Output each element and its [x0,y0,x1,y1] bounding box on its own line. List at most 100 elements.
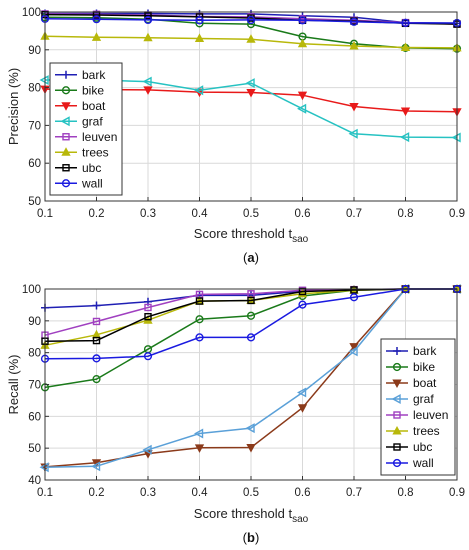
legend-entry-bike: bike [55,83,104,97]
data-point [349,40,359,50]
legend-entry-leuven: leuven [386,408,448,422]
data-point [92,336,101,345]
data-point [195,315,204,324]
x-tick-label: 0.7 [346,487,362,499]
x-tick-label: 0.3 [140,487,156,499]
series-wall [40,14,462,28]
data-point [349,17,359,26]
data-point [142,444,152,455]
legend-label: trees [82,145,109,159]
data-point [348,128,358,139]
data-point [246,89,256,98]
legend-label: wall [81,176,103,190]
x-axis-label-main: Score threshold t [194,226,293,241]
data-point [349,293,359,302]
x-axis-label-sub: sao [292,234,309,245]
x-tick-label: 0.9 [449,487,465,499]
y-tick-label: 100 [22,7,41,19]
data-point [194,85,204,96]
legend-label: bike [82,83,104,97]
data-point [350,286,358,294]
legend-entry-wall: wall [386,456,434,470]
caption-letter: a [247,250,255,265]
data-point [92,317,101,326]
legend-marker [392,379,402,389]
x-tick-label: 0.4 [192,487,209,499]
data-point [142,76,152,87]
legend-label: trees [413,424,440,438]
caption-close: ) [255,250,259,265]
x-tick-label: 0.5 [243,487,259,499]
legend-label: bark [82,68,106,82]
x-axis-label: Score threshold tsao [194,226,309,245]
data-point [298,16,307,25]
legend-marker [62,70,70,79]
legend-label: graf [82,114,103,128]
data-point [91,461,101,472]
legend-box [380,338,456,476]
x-axis-label: Score threshold tsao [194,506,309,525]
data-point [92,301,101,310]
legend-entry-bark: bark [55,68,106,82]
data-point [92,15,101,24]
legend-marker [61,179,71,188]
y-tick-label: 90 [28,45,41,57]
legend-entry-graf: graf [55,114,103,128]
legend-label: graf [413,392,434,406]
data-point [194,428,204,439]
series-line-wall [44,288,457,360]
legend-entry-boat: boat [55,99,106,113]
legend-label: ubc [82,161,101,175]
legend-label: ubc [413,440,432,454]
data-point [143,352,153,361]
data-point [245,78,255,89]
data-point [247,296,255,305]
legend-marker [393,347,401,355]
y-tick-label: 100 [22,284,41,296]
x-tick-label: 0.1 [37,487,53,499]
y-ticks: 40 50 60 70 80 90 100 [22,284,49,487]
chart-b: 0.1 0.2 0.3 0.4 0.5 0.6 0.7 0.8 0.9 40 50 60 70 80 90 1… [6,283,465,545]
data-point [400,42,411,52]
legend-entry-boat: boat [386,376,437,390]
legend-marker [62,164,70,172]
x-axis-label-sub: sao [292,514,309,525]
data-point [297,404,308,413]
data-point [297,38,308,48]
x-ticks: 0.1 0.2 0.3 0.4 0.5 0.6 0.7 0.8 0.9 [37,476,465,499]
legend-marker [393,443,401,451]
legend-label: boat [82,99,106,113]
legend-marker [60,116,70,127]
data-point [246,444,256,453]
data-point [144,12,152,20]
legend-entry-leuven: leuven [55,130,117,144]
y-tick-label: 80 [28,348,41,360]
legend-entry-wall: wall [55,176,103,190]
data-point [143,86,153,95]
x-axis-label-main: Score threshold t [194,506,293,521]
x-tick-label: 0.7 [346,208,362,220]
y-tick-label: 70 [28,380,41,392]
data-point [400,132,410,143]
series-line-graf [44,288,457,469]
legend-box [49,62,123,196]
data-point [246,311,256,320]
legend-entry-trees: trees [386,424,440,438]
data-point [195,16,204,25]
data-point [195,297,204,305]
data-point [297,91,308,101]
legend-marker [392,362,402,372]
caption-open: ( [243,530,248,545]
x-tick-label: 0.8 [398,208,414,220]
legend-marker [61,147,71,156]
data-point [348,346,358,357]
x-tick-label: 0.9 [449,208,465,220]
y-tick-label: 40 [28,475,41,487]
data-point [91,32,102,41]
data-point [246,15,256,25]
legend-entry-ubc: ubc [55,161,101,175]
legend-entry-trees: trees [55,145,109,159]
legend-entry-bark: bark [386,344,437,358]
